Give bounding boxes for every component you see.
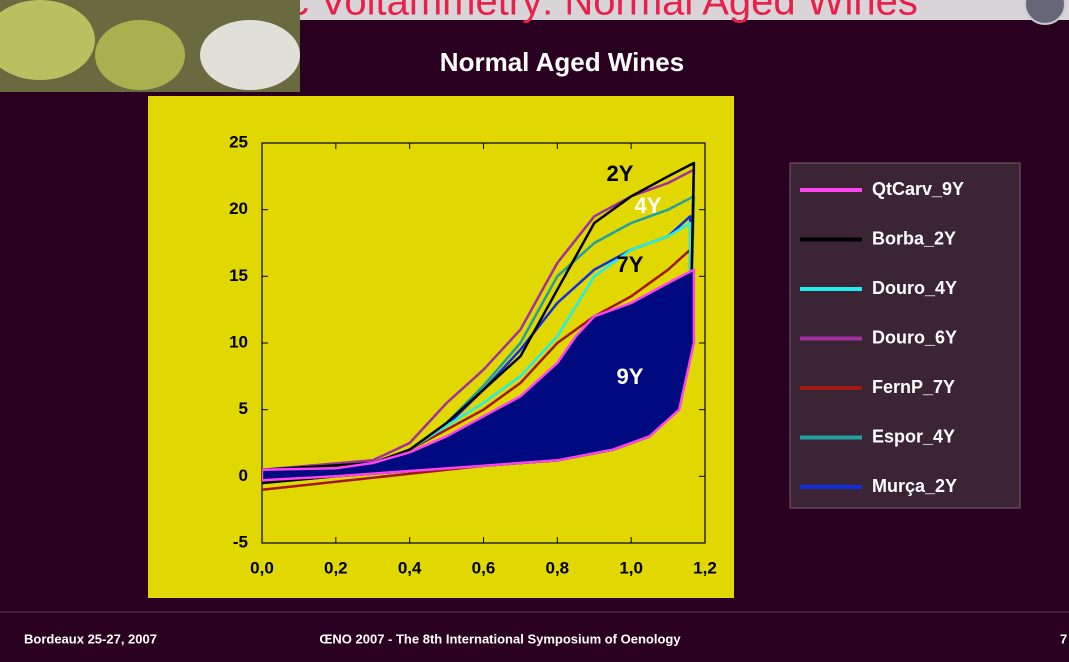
annotation: 2Y — [607, 161, 634, 186]
footer-left: Bordeaux 25-27, 2007 — [24, 631, 157, 646]
x-tick-label: 0,8 — [546, 558, 570, 577]
legend-label: FernP_7Y — [872, 377, 955, 397]
annotation: 4Y — [635, 193, 662, 218]
legend-label: Douro_6Y — [872, 327, 957, 347]
x-tick-label: 0,4 — [398, 558, 422, 577]
annotation: 7Y — [617, 252, 644, 277]
y-tick-label: 5 — [239, 399, 248, 418]
slide: Cyclic Voltammetry: Normal Aged Wines No… — [0, 0, 1069, 662]
subtitle: Normal Aged Wines — [440, 47, 684, 77]
footer-center: ŒNO 2007 - The 8th International Symposi… — [319, 631, 681, 646]
x-tick-label: 1,0 — [619, 558, 643, 577]
legend-label: Douro_4Y — [872, 278, 957, 298]
x-tick-label: 1,2 — [693, 558, 717, 577]
slide-title: Cyclic Voltammetry: Normal Aged Wines — [202, 0, 918, 24]
y-tick-label: -5 — [233, 532, 248, 551]
footer-page: 7 — [1060, 631, 1067, 646]
y-tick-label: 10 — [229, 332, 248, 351]
olive — [95, 20, 185, 90]
annotation: 9Y — [617, 364, 644, 389]
page: Cyclic Voltammetry: Normal Aged Wines No… — [0, 0, 1069, 662]
y-tick-label: 20 — [229, 199, 248, 218]
legend-label: Borba_2Y — [872, 228, 956, 248]
x-tick-label: 0,6 — [472, 558, 496, 577]
legend-label: Murça_2Y — [872, 476, 957, 496]
y-tick-label: 15 — [229, 266, 248, 285]
glass — [200, 20, 300, 90]
legend-label: Espor_4Y — [872, 426, 955, 446]
x-tick-label: 0,2 — [324, 558, 348, 577]
x-tick-label: 0,0 — [250, 558, 274, 577]
y-tick-label: 0 — [239, 466, 248, 485]
legend-label: QtCarv_9Y — [872, 179, 964, 199]
y-tick-label: 25 — [229, 132, 248, 151]
